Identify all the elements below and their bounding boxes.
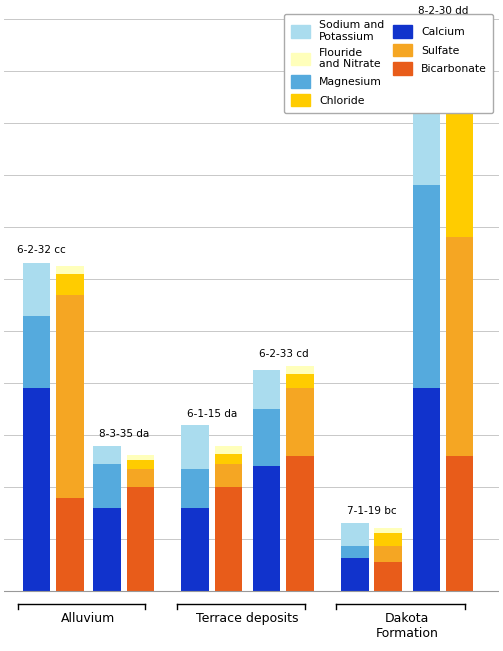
Bar [127,455,154,460]
Text: 8-2-30 dd: 8-2-30 dd [418,6,468,16]
Bar [374,528,402,533]
Bar [446,456,473,591]
Legend: Sodium and
Potassium, Flouride
and Nitrate, Magnesium, Chloride, Calcium, Sulfat: Sodium and Potassium, Flouride and Nitra… [284,14,493,113]
Bar [56,266,83,274]
Bar [127,488,154,591]
Bar [215,464,242,488]
Bar [446,238,473,456]
Bar [215,454,242,464]
Text: 8-3-35 da: 8-3-35 da [99,430,149,439]
Bar [93,464,121,508]
Bar [286,365,314,374]
Bar [23,264,50,316]
Bar [374,562,402,591]
Bar [23,389,50,591]
Text: Dakota
Formation: Dakota Formation [376,612,439,640]
Bar [286,374,314,389]
Bar [286,456,314,591]
Bar [127,469,154,488]
Bar [127,460,154,469]
Bar [182,508,209,591]
Bar [341,523,369,546]
Bar [215,446,242,454]
Bar [412,389,440,591]
Text: Alluvium: Alluvium [61,612,116,625]
Bar [253,467,280,591]
Text: Terrace deposits: Terrace deposits [196,612,299,625]
Bar [182,469,209,508]
Bar [93,446,121,464]
Bar [446,66,473,238]
Text: 6-2-32 cc: 6-2-32 cc [17,245,66,255]
Text: 7-1-19 bc: 7-1-19 bc [347,506,396,516]
Bar [446,24,473,66]
Bar [341,558,369,591]
Bar [23,316,50,389]
Text: 6-2-33 cd: 6-2-33 cd [259,350,308,359]
Bar [93,508,121,591]
Text: 6-1-15 da: 6-1-15 da [187,409,237,419]
Bar [56,295,83,498]
Bar [374,533,402,546]
Bar [253,370,280,409]
Bar [56,498,83,591]
Bar [374,546,402,562]
Bar [286,389,314,456]
Bar [412,186,440,389]
Bar [182,425,209,469]
Bar [215,488,242,591]
Bar [56,274,83,295]
Bar [253,409,280,467]
Bar [412,61,440,186]
Bar [341,546,369,558]
